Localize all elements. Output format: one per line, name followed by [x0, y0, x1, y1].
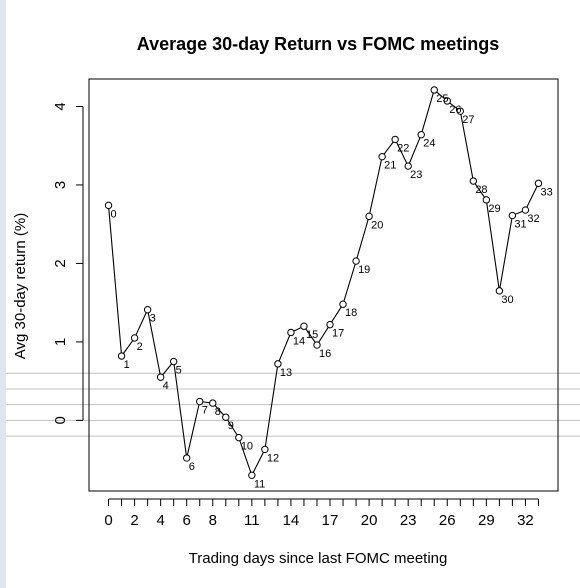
x-tick-label: 6 — [183, 512, 191, 529]
point-label: 5 — [176, 365, 182, 377]
x-tick-label: 32 — [517, 512, 534, 529]
x-tick-label: 23 — [400, 512, 417, 529]
data-point — [495, 287, 504, 295]
data-point — [391, 135, 399, 144]
x-axis-label: Trading days since last FOMC meeting — [189, 550, 448, 567]
x-tick-label: 29 — [478, 512, 495, 529]
point-label: 29 — [488, 203, 500, 215]
data-point — [456, 107, 464, 115]
series-polyline — [107, 89, 539, 477]
x-tick-label: 0 — [104, 512, 112, 529]
y-tick-label: 3 — [52, 181, 69, 189]
point-label: 3 — [150, 313, 156, 325]
point-label: 20 — [371, 219, 383, 231]
data-point — [352, 257, 360, 265]
data-point — [287, 328, 295, 337]
point-label: 7 — [202, 405, 208, 417]
point-label: 30 — [501, 294, 513, 306]
series-markers — [104, 86, 543, 480]
point-label: 4 — [163, 380, 169, 392]
x-tick-label: 26 — [439, 512, 456, 529]
point-label: 16 — [319, 348, 331, 360]
reference-lines — [6, 372, 580, 437]
point-label: 32 — [527, 213, 539, 225]
data-point — [209, 399, 217, 407]
point-label: 14 — [293, 335, 305, 347]
data-point — [378, 152, 386, 161]
y-tick-label: 0 — [52, 416, 69, 424]
point-label: 9 — [228, 420, 234, 432]
point-label: 28 — [475, 184, 487, 196]
point-label: 17 — [332, 328, 344, 340]
x-tick-label: 20 — [361, 512, 378, 529]
chart-frame: Average 30-day Return vs FOMC meetings T… — [6, 0, 580, 588]
point-label: 19 — [358, 264, 370, 276]
chart-title: Average 30-day Return vs FOMC meetings — [137, 34, 499, 54]
data-point — [169, 357, 178, 366]
point-label: 31 — [514, 219, 526, 231]
point-label: 6 — [189, 461, 195, 473]
data-point — [521, 206, 530, 214]
x-tick-label: 2 — [130, 512, 138, 529]
y-axis: 0 1 2 3 4 — [52, 102, 84, 425]
point-label: 12 — [267, 452, 279, 464]
point-label: 0 — [111, 208, 117, 220]
point-label: 22 — [397, 142, 409, 154]
point-label: 8 — [215, 406, 221, 418]
line-chart: Average 30-day Return vs FOMC meetings T… — [6, 34, 580, 567]
y-tick-label: 4 — [52, 102, 69, 110]
data-point — [117, 352, 126, 360]
data-point — [482, 196, 491, 204]
y-tick-label: 2 — [52, 259, 69, 267]
data-point — [469, 177, 478, 185]
data-point — [508, 211, 517, 220]
point-label: 2 — [137, 341, 143, 353]
point-label: 10 — [241, 441, 253, 453]
data-point — [443, 97, 451, 105]
y-axis-label: Avg 30-day return (%) — [12, 213, 29, 359]
data-point — [404, 162, 412, 170]
series-line — [107, 89, 539, 477]
point-label: 23 — [410, 169, 422, 181]
data-point — [274, 360, 282, 368]
data-point — [156, 373, 165, 381]
data-point — [313, 341, 321, 349]
data-point — [261, 445, 269, 454]
plot-box — [88, 78, 559, 492]
x-tick-label: 17 — [322, 512, 339, 529]
data-point — [248, 471, 256, 480]
data-point — [196, 397, 204, 406]
x-tick-label: 11 — [244, 512, 260, 529]
y-tick-label: 1 — [52, 338, 69, 346]
data-point — [534, 179, 543, 188]
point-label: 24 — [423, 138, 435, 150]
point-label: 1 — [124, 359, 130, 371]
data-point — [183, 454, 191, 462]
point-label: 21 — [384, 160, 396, 172]
data-point — [222, 413, 230, 421]
point-label: 13 — [280, 367, 292, 379]
data-point — [143, 306, 152, 314]
point-label: 25 — [436, 93, 448, 105]
data-point — [326, 320, 334, 329]
point-label: 26 — [449, 104, 461, 116]
data-point — [430, 86, 438, 94]
data-point — [417, 131, 425, 139]
x-axis: 0 2 4 6 8 11 14 17 20 23 26 29 32 — [104, 498, 539, 529]
point-label: 11 — [254, 478, 265, 490]
point-label: 33 — [540, 186, 552, 198]
point-label: 15 — [306, 329, 318, 341]
point-label: 18 — [345, 307, 357, 319]
x-tick-label: 14 — [283, 512, 300, 529]
data-point — [339, 300, 347, 308]
x-tick-label: 4 — [156, 512, 164, 529]
data-point — [300, 322, 308, 330]
data-point — [104, 201, 113, 210]
data-point — [130, 334, 139, 342]
x-tick-label: 8 — [209, 512, 217, 529]
data-point — [365, 212, 373, 221]
point-label: 27 — [462, 114, 474, 126]
data-point — [235, 433, 243, 442]
